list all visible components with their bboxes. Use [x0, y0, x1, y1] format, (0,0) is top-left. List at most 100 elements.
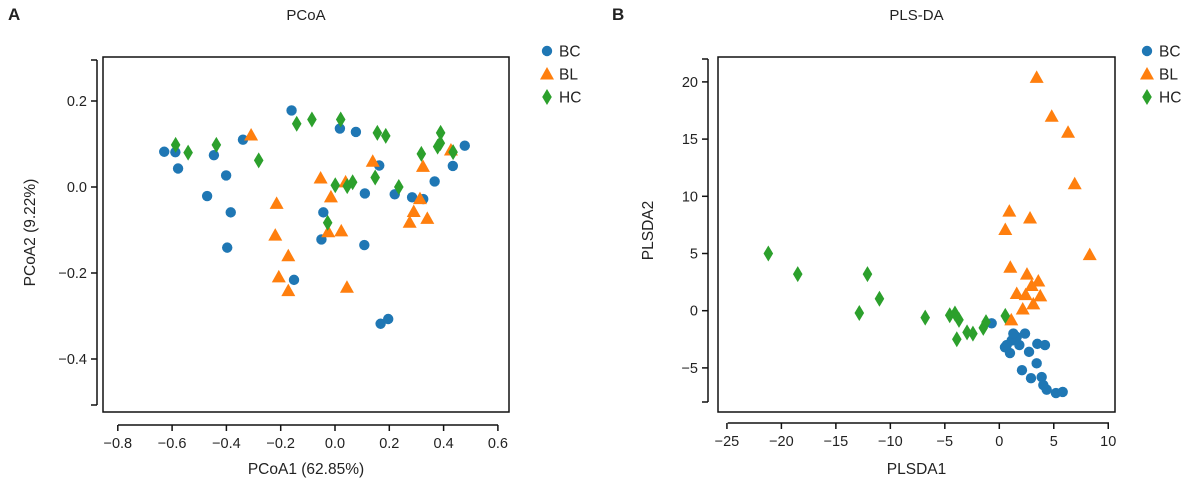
data-point-circle	[288, 274, 300, 286]
legend-label: BL	[1159, 67, 1178, 84]
data-point-diamond	[862, 266, 873, 283]
data-point-triangle	[1061, 125, 1076, 138]
data-point-diamond	[291, 115, 302, 132]
data-point-diamond	[330, 177, 341, 194]
data-point-circle	[159, 146, 170, 157]
data-point-diamond	[416, 145, 427, 162]
data-point-triangle	[313, 170, 328, 184]
data-point-circle	[447, 160, 459, 172]
data-point-triangle	[1003, 260, 1018, 273]
data-point-triangle	[1018, 287, 1033, 301]
data-point-diamond	[792, 266, 803, 283]
data-point-circle	[222, 242, 233, 253]
data-point-triangle	[339, 280, 354, 293]
data-point-triangle	[1024, 278, 1039, 292]
data-point-circle	[375, 318, 386, 329]
panel-A: A PCoA 0.2 0.0 −0.2 −0.4 −0.8 −0.6 −0.4 −0.2 0.0 0.…	[8, 5, 581, 478]
y-axis-label: PLSDA2	[640, 201, 657, 260]
x-tick-label: 0.6	[488, 436, 508, 452]
legend-item-HC: HC	[1142, 89, 1181, 107]
x-axis-label: PCoA1 (62.85%)	[248, 461, 364, 478]
x-tick-label: −0.8	[103, 436, 132, 452]
data-point-circle	[459, 140, 470, 151]
x-tick-label: 10	[1100, 434, 1116, 450]
chart-title: PLS-DA	[889, 7, 943, 24]
legend-marker-diamond	[542, 89, 552, 105]
legend-item-BL: BL	[540, 67, 578, 84]
data-point-triangle	[1044, 109, 1059, 122]
data-point-triangle	[1015, 301, 1030, 315]
y-tick-label: −0.4	[58, 352, 87, 368]
data-point-circle	[318, 207, 329, 218]
legend-marker-triangle	[540, 67, 554, 80]
data-point-circle	[1016, 364, 1028, 376]
panel-label: A	[8, 5, 20, 24]
data-point-triangle	[1004, 312, 1019, 326]
data-point-circle	[1025, 372, 1037, 384]
data-point-triangle	[1019, 267, 1034, 280]
data-point-triangle	[1002, 204, 1017, 217]
data-point-circle	[359, 239, 370, 251]
data-point-circle	[1014, 339, 1025, 351]
data-point-diamond	[211, 136, 222, 153]
data-point-circle	[429, 176, 440, 187]
legend-marker-diamond	[1142, 89, 1152, 105]
data-point-circle	[172, 163, 184, 174]
data-point-diamond	[763, 245, 774, 262]
data-point-circle	[1019, 328, 1031, 339]
legend-item-BC: BC	[1141, 44, 1181, 61]
data-point-triangle	[365, 154, 380, 167]
data-point-diamond	[307, 111, 317, 128]
data-point-circle	[1001, 339, 1012, 351]
legend-label: BL	[559, 67, 578, 84]
data-point-diamond	[370, 169, 380, 186]
series-BC	[159, 105, 470, 329]
data-point-circle	[1004, 347, 1016, 359]
data-point-circle	[1036, 371, 1047, 383]
data-point-diamond	[1000, 307, 1011, 324]
data-point-circle	[286, 105, 297, 116]
y-tick-label: −0.2	[58, 266, 87, 282]
x-tick-label: 0.2	[379, 436, 399, 452]
data-point-diamond	[854, 304, 865, 321]
x-tick-label: −25	[715, 434, 740, 450]
y-tick-label: 20	[682, 75, 698, 91]
x-tick-label: −0.6	[158, 436, 187, 452]
data-point-triangle	[1029, 70, 1044, 83]
data-point-circle	[1041, 384, 1052, 395]
data-point-triangle	[420, 211, 435, 224]
panel-label: B	[612, 5, 624, 24]
data-point-triangle	[1031, 273, 1046, 287]
data-point-diamond	[435, 135, 446, 152]
data-point-circle	[334, 123, 346, 134]
y-tick-label: 10	[682, 189, 698, 205]
data-point-triangle	[1067, 176, 1082, 190]
data-point-diamond	[394, 179, 404, 195]
series-BL	[244, 127, 458, 297]
data-point-circle	[225, 207, 236, 218]
data-point-triangle	[321, 224, 336, 238]
data-point-triangle	[415, 159, 430, 172]
data-point-circle	[1008, 328, 1019, 339]
data-point-circle	[1039, 339, 1051, 351]
y-tick-label: 15	[682, 132, 698, 148]
legend-marker-circle	[1141, 45, 1153, 57]
x-tick-label: 0	[995, 434, 1003, 450]
x-tick-label: −5	[937, 434, 954, 450]
x-tick-label: −15	[824, 434, 849, 450]
data-point-diamond	[335, 111, 346, 128]
data-point-circle	[383, 313, 394, 325]
data-point-triangle	[281, 283, 296, 297]
data-point-diamond	[952, 331, 962, 348]
data-point-circle	[201, 190, 213, 202]
x-tick-label: −10	[878, 434, 903, 450]
data-point-diamond	[962, 324, 972, 341]
data-point-triangle	[271, 269, 286, 283]
data-point-circle	[359, 188, 371, 199]
legend-item-BC: BC	[541, 44, 581, 61]
data-point-diamond	[347, 174, 358, 191]
data-point-diamond	[874, 290, 885, 307]
x-tick-label: 0.0	[325, 436, 345, 452]
series-BC	[986, 318, 1068, 399]
series-HC	[763, 245, 1011, 348]
